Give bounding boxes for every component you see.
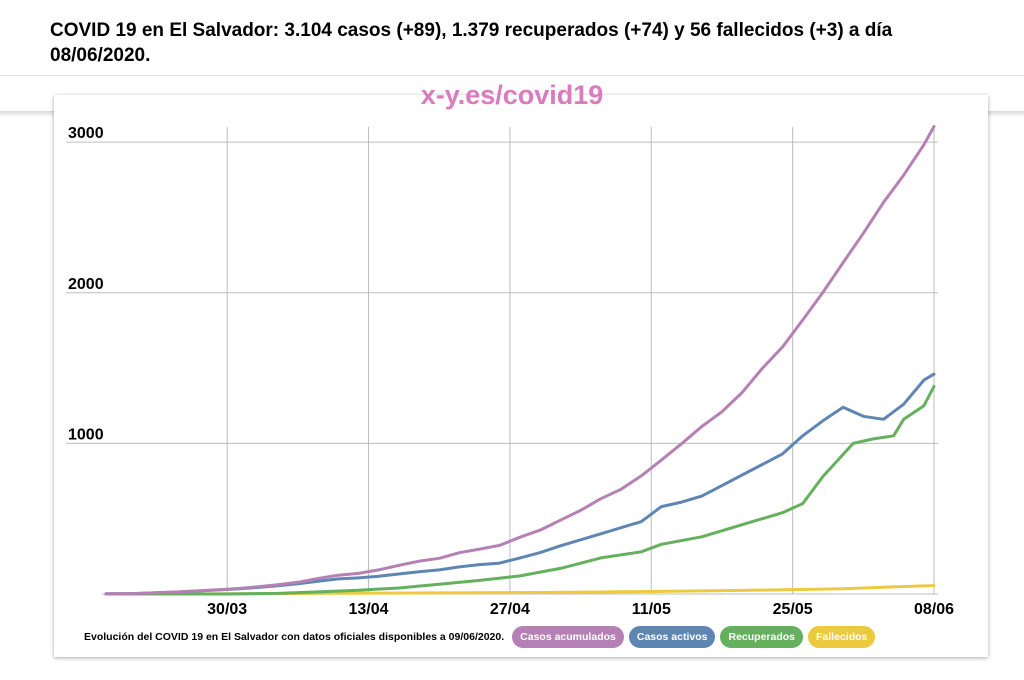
chart-tick-labels: 1000 2000 3000 30/03 13/04 27/04 11/05 25/05 08/… [68,125,954,618]
x-tick-label-2: 27/04 [490,601,530,618]
series-line-recuperados [104,384,936,596]
x-tick-label-3: 11/05 [632,601,671,618]
x-tick-label-0: 30/03 [207,601,247,618]
legend-casos-acumulados[interactable]: Casos acumulados [512,626,624,648]
legend-fallecidos[interactable]: Fallecidos [808,626,876,648]
footer-note: Evolución del COVID 19 en El Salvador co… [84,631,505,643]
chart-grid [66,127,938,595]
series-line-casos-activos [104,372,936,596]
legend-casos-activos[interactable]: Casos activos [628,626,716,648]
chart-lines [104,125,936,596]
series-line-casos-acumulados [104,125,936,596]
x-tick-label-1: 13/04 [349,601,389,618]
y-tick-label-1000: 1000 [68,426,104,443]
chart-footer: Evolución del COVID 19 en El Salvador co… [84,626,876,648]
x-tick-label-5: 08/06 [914,601,954,618]
legend-recuperados[interactable]: Recuperados [720,626,804,648]
chart-card [54,95,988,657]
y-tick-label-2000: 2000 [68,276,104,293]
page-title: COVID 19 en El Salvador: 3.104 casos (+8… [50,20,893,66]
watermark-link[interactable]: x-y.es/covid19 [420,80,604,110]
header-divider [0,75,1024,76]
y-tick-label-3000: 3000 [68,125,104,142]
x-tick-label-4: 25/05 [773,601,813,618]
